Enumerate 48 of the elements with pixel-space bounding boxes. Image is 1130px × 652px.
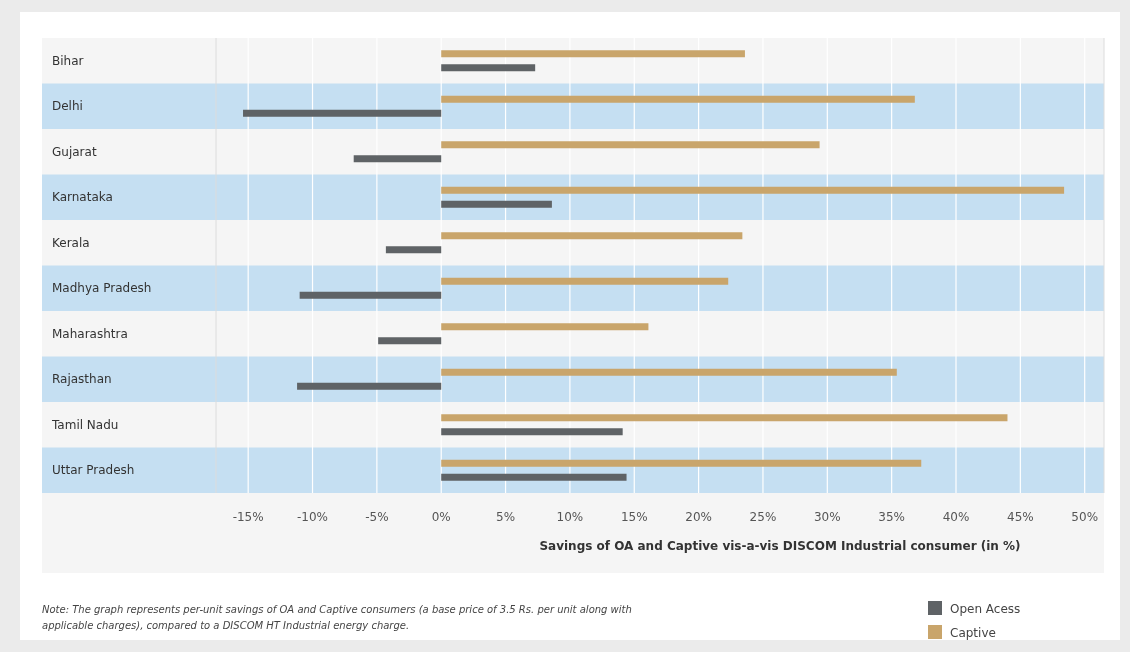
x-tick-label: -5% bbox=[365, 510, 389, 524]
bar bbox=[243, 109, 442, 117]
bar bbox=[441, 428, 623, 436]
bar bbox=[441, 323, 649, 331]
bar bbox=[299, 291, 442, 299]
y-tick-label: Tamil Nadu bbox=[51, 417, 119, 432]
legend-label: Open Acess bbox=[950, 602, 1021, 616]
bar bbox=[385, 246, 442, 254]
x-tick-label: -15% bbox=[232, 510, 264, 524]
bar bbox=[353, 155, 442, 163]
y-tick-label: Delhi bbox=[52, 99, 83, 114]
bar bbox=[378, 337, 442, 345]
bar bbox=[441, 473, 627, 481]
bar bbox=[441, 277, 729, 285]
x-tick-label: 25% bbox=[749, 510, 777, 524]
x-tick-label: 40% bbox=[942, 510, 970, 524]
y-tick-label: Kerala bbox=[52, 235, 90, 250]
x-tick-label: 30% bbox=[813, 510, 841, 524]
x-tick-label: 5% bbox=[496, 510, 516, 524]
bar bbox=[441, 414, 1008, 422]
bar bbox=[441, 186, 1065, 194]
y-tick-label: Madhya Pradesh bbox=[52, 281, 152, 296]
bar bbox=[441, 50, 745, 58]
y-tick-label: Uttar Pradesh bbox=[52, 463, 135, 478]
y-tick-label: Karnataka bbox=[52, 190, 113, 205]
bar bbox=[441, 459, 922, 467]
bar bbox=[297, 382, 442, 390]
text: Note: The graph represents per-unit savings of OA and Captive consumers (a base price of 3.5 Rs. per unit along with applicable charges), compared to a DISCOM HT Industrial energy charge. bbox=[42, 604, 632, 631]
y-tick-label: Bihar bbox=[52, 53, 84, 68]
bar bbox=[441, 368, 897, 376]
bar bbox=[441, 95, 915, 103]
legend-label: Captive bbox=[950, 626, 996, 640]
bar bbox=[441, 200, 552, 208]
x-tick-label: 0% bbox=[431, 510, 451, 524]
bar bbox=[441, 64, 536, 72]
x-tick-label: 35% bbox=[878, 510, 905, 524]
bar bbox=[441, 141, 820, 149]
x-tick-label: 10% bbox=[556, 510, 584, 524]
x-tick-label: 15% bbox=[620, 510, 648, 524]
x-axis-title: Savings of OA and Captive vis-a-vis DISCOM Industrial consumer (in %) bbox=[539, 539, 1021, 553]
y-tick-label: Gujarat bbox=[52, 144, 97, 159]
x-tick-label: 45% bbox=[1007, 510, 1034, 524]
x-tick-label: 50% bbox=[1071, 510, 1099, 524]
y-tick-label: Maharashtra bbox=[52, 326, 128, 341]
x-tick-label: 20% bbox=[685, 510, 712, 524]
y-tick-label: Rajasthan bbox=[52, 372, 112, 387]
bar bbox=[441, 232, 743, 240]
x-tick-label: -10% bbox=[297, 510, 329, 524]
